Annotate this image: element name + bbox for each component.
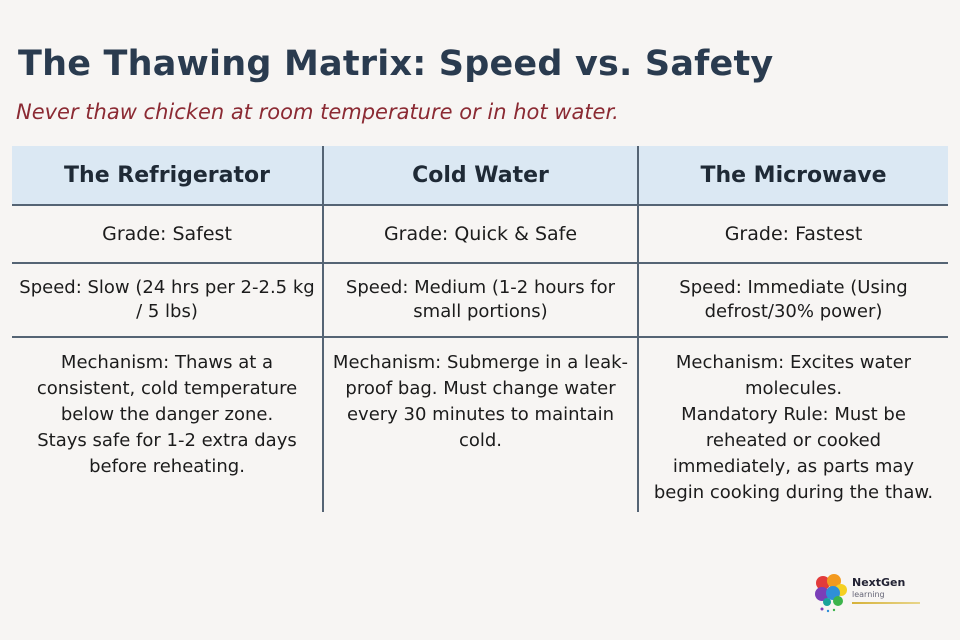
logo-sub: learning <box>852 590 885 599</box>
nextgen-logo: NextGen learning <box>814 574 924 614</box>
speed-cold-water: Speed: Medium (1-2 hours for small porti… <box>322 263 639 338</box>
mechanism-refrigerator: Mechanism: Thaws at a consistent, cold t… <box>36 352 298 425</box>
speed-row: Speed: Slow (24 hrs per 2-2.5 kg / 5 lbs… <box>12 263 948 338</box>
page-title: The Thawing Matrix: Speed vs. Safety <box>18 44 774 84</box>
brain-logo-icon <box>815 574 847 613</box>
mechanism-cold-water-cell: Mechanism: Submerge in a leak-proof bag.… <box>322 337 639 512</box>
mechanism-refrigerator-cell: Mechanism: Thaws at a consistent, cold t… <box>12 337 324 512</box>
grade-cold-water: Grade: Quick & Safe <box>322 205 639 264</box>
grade-row: Grade: Safest Grade: Quick & Safe Grade:… <box>12 205 948 264</box>
rule-refrigerator: Stays safe for 1-2 extra days before reh… <box>37 430 297 477</box>
header-cold-water: Cold Water <box>322 146 639 206</box>
page-subtitle: Never thaw chicken at room temperature o… <box>16 100 619 124</box>
grade-microwave: Grade: Fastest <box>637 205 948 264</box>
header-microwave: The Microwave <box>637 146 948 206</box>
logo-divider <box>852 602 920 604</box>
rule-microwave: Mandatory Rule: Must be reheated or cook… <box>653 404 934 503</box>
thawing-matrix-table: The Refrigerator Cold Water The Microwav… <box>12 146 948 512</box>
logo-name: NextGen <box>852 576 906 589</box>
grade-refrigerator: Grade: Safest <box>12 205 324 264</box>
mechanism-cold-water: Mechanism: Submerge in a leak-proof bag.… <box>332 352 629 451</box>
header-refrigerator: The Refrigerator <box>12 146 324 206</box>
speed-refrigerator: Speed: Slow (24 hrs per 2-2.5 kg / 5 lbs… <box>12 263 324 338</box>
speed-microwave: Speed: Immediate (Using defrost/30% powe… <box>637 263 948 338</box>
mechanism-microwave: Mechanism: Excites water molecules. <box>675 352 912 399</box>
mechanism-row: Mechanism: Thaws at a consistent, cold t… <box>12 337 948 512</box>
header-row: The Refrigerator Cold Water The Microwav… <box>12 146 948 206</box>
mechanism-microwave-cell: Mechanism: Excites water molecules. Mand… <box>637 337 948 512</box>
